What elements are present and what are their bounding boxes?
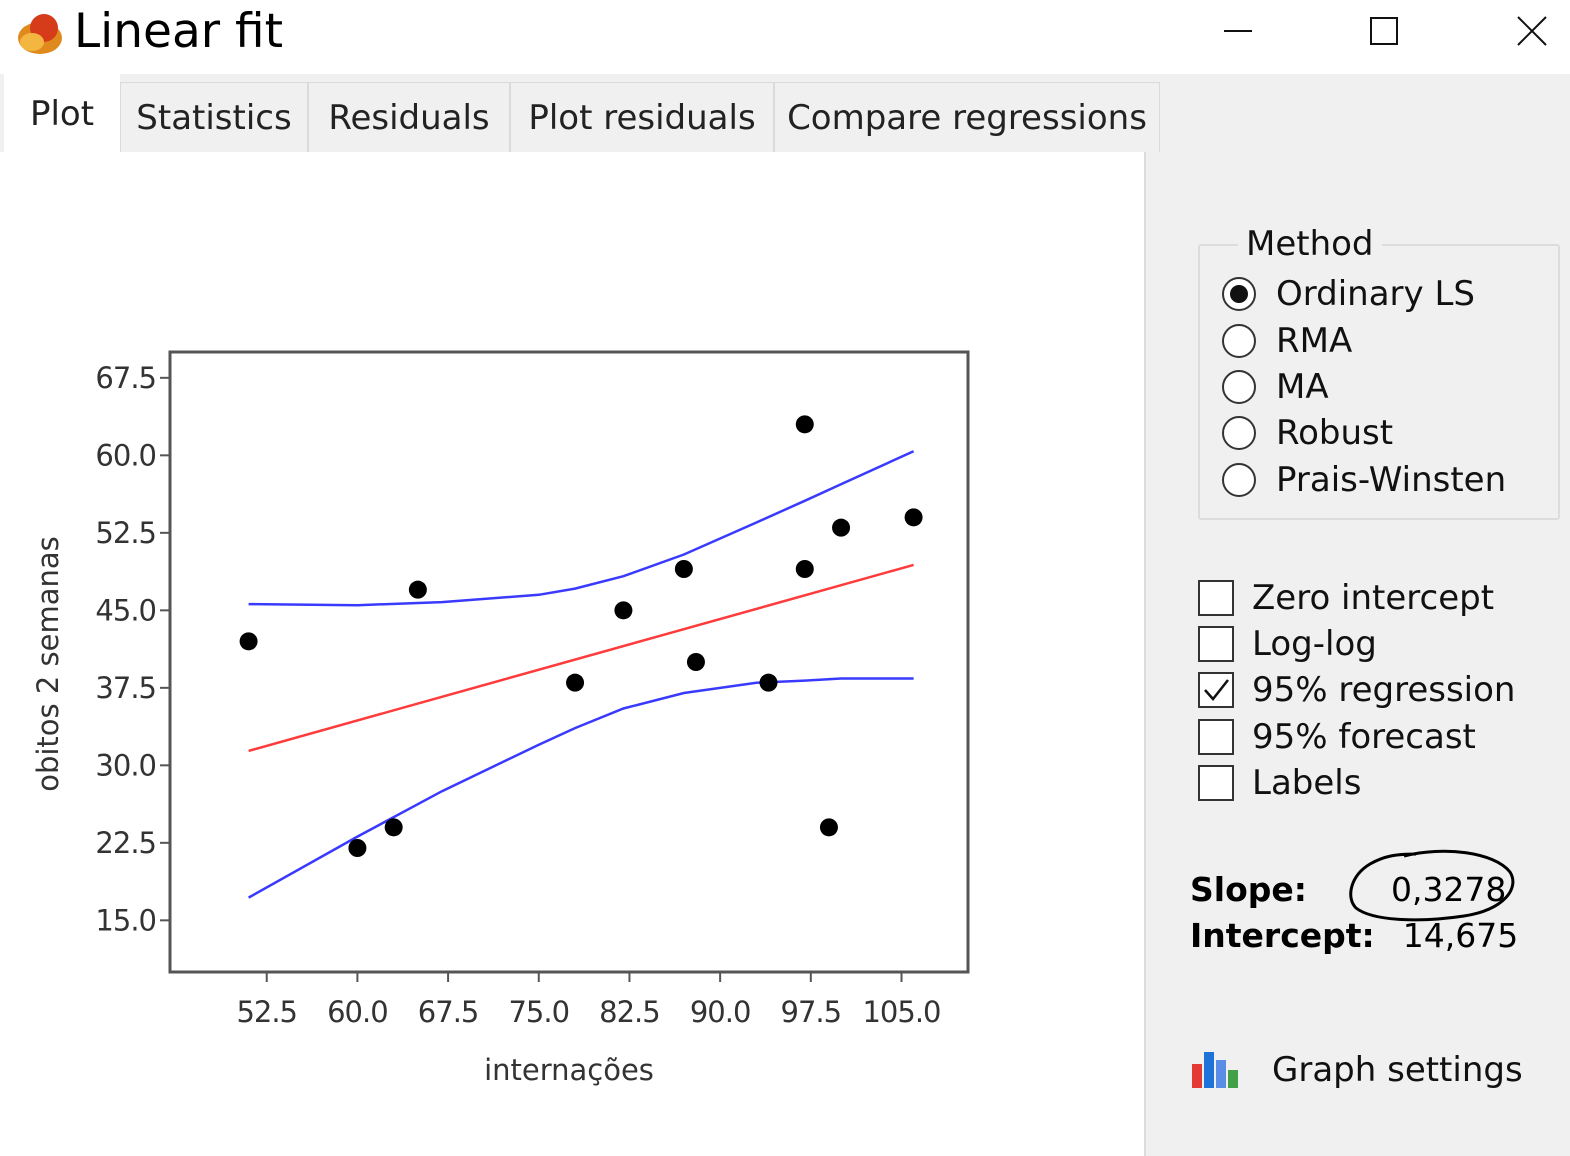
radio-label: Ordinary LS: [1276, 274, 1475, 314]
radio-rma[interactable]: RMA: [1222, 319, 1352, 363]
radio-robust[interactable]: Robust: [1222, 411, 1393, 455]
checkbox-box[interactable]: [1198, 719, 1234, 755]
radio-label: Prais-Winsten: [1276, 460, 1507, 500]
x-tick-label: 75.0: [508, 995, 569, 1029]
radio-label: MA: [1276, 367, 1329, 407]
data-point: [904, 508, 923, 527]
radio-button[interactable]: [1222, 370, 1256, 404]
radio-button[interactable]: [1222, 277, 1256, 311]
window-title: Linear fit: [74, 4, 284, 59]
radio-button[interactable]: [1222, 463, 1256, 497]
tab-residuals[interactable]: Residuals: [308, 82, 510, 152]
y-tick-label: 37.5: [95, 671, 156, 705]
slope-value: 0,3278: [1390, 870, 1507, 909]
checkbox-box[interactable]: [1198, 626, 1234, 662]
x-tick-label: 52.5: [236, 995, 297, 1029]
checkbox-zero-intercept[interactable]: Zero intercept: [1198, 576, 1494, 620]
y-axis-label: obitos 2 semanas: [31, 536, 65, 792]
data-point: [832, 518, 851, 537]
radio-ordinary-ls[interactable]: Ordinary LS: [1222, 272, 1475, 316]
tab-plot[interactable]: Plot: [4, 74, 120, 153]
close-button[interactable]: [1472, 0, 1570, 62]
intercept-value: 14,675: [1402, 916, 1519, 955]
app-logo-icon: [18, 14, 62, 54]
radio-button[interactable]: [1222, 324, 1256, 358]
maximize-button[interactable]: [1324, 0, 1444, 62]
x-tick-label: 97.5: [781, 995, 842, 1029]
checkbox-box[interactable]: [1198, 672, 1234, 708]
checkmark-icon: [1204, 679, 1229, 701]
y-tick-label: 60.0: [95, 438, 156, 472]
checkbox-log-log[interactable]: Log-log: [1198, 622, 1377, 666]
x-tick-label: 90.0: [690, 995, 751, 1029]
maximize-icon: [1370, 17, 1398, 45]
data-point: [239, 632, 258, 651]
checkbox-box[interactable]: [1198, 765, 1234, 801]
checkbox-95-forecast[interactable]: 95% forecast: [1198, 715, 1476, 759]
radio-ma[interactable]: MA: [1222, 365, 1329, 409]
checkbox-label: 95% regression: [1252, 670, 1516, 710]
tab-compare-regressions[interactable]: Compare regressions: [774, 82, 1160, 152]
minimize-button[interactable]: [1178, 0, 1298, 62]
graph-settings-button[interactable]: Graph settings: [1190, 1042, 1523, 1098]
lower-confidence-band: [247, 677, 914, 899]
data-point: [795, 415, 814, 434]
x-tick-label: 67.5: [418, 995, 479, 1029]
slope-row: Slope: 0,3278: [1190, 870, 1506, 909]
x-tick-label: 105.0: [862, 995, 940, 1029]
radio-label: Robust: [1276, 413, 1394, 453]
y-tick-label: 52.5: [95, 516, 156, 550]
y-tick-label: 45.0: [95, 593, 156, 627]
method-legend: Method: [1238, 224, 1382, 264]
x-axis-label: internações: [484, 1053, 654, 1087]
checkbox-label: Labels: [1252, 763, 1362, 803]
close-icon: [1517, 16, 1547, 46]
radio-prais-winsten[interactable]: Prais-Winsten: [1222, 458, 1506, 502]
data-point: [614, 601, 633, 620]
intercept-row: Intercept: 14,675: [1190, 916, 1518, 955]
hand-drawn-circle-annotation: [1349, 849, 1515, 922]
data-point: [759, 673, 778, 692]
data-point: [819, 818, 838, 837]
y-tick-label: 30.0: [95, 748, 156, 782]
tab-statistics[interactable]: Statistics: [120, 82, 308, 152]
data-point: [795, 560, 814, 578]
radio-label: RMA: [1276, 321, 1353, 361]
data-point: [674, 560, 693, 578]
regression-line: [248, 563, 914, 753]
x-tick-label: 60.0: [327, 995, 388, 1029]
data-point: [686, 653, 705, 671]
radio-button[interactable]: [1222, 416, 1256, 450]
checkbox-label: 95% forecast: [1252, 717, 1476, 757]
x-tick-label: 82.5: [599, 995, 660, 1029]
y-tick-label: 22.5: [95, 826, 156, 860]
checkbox-label: Zero intercept: [1252, 578, 1495, 618]
slope-label: Slope:: [1190, 870, 1307, 909]
data-point: [384, 818, 403, 837]
y-tick-label: 67.5: [95, 361, 156, 395]
checkbox-label: Log-log: [1252, 624, 1377, 664]
data-point: [348, 839, 367, 857]
y-tick-label: 15.0: [95, 903, 156, 937]
checkbox-labels[interactable]: Labels: [1198, 761, 1361, 805]
intercept-label: Intercept:: [1190, 916, 1375, 955]
tab-plot-residuals[interactable]: Plot residuals: [510, 82, 774, 152]
data-point: [566, 673, 585, 692]
upper-confidence-band: [248, 450, 915, 607]
graph-settings-label: Graph settings: [1272, 1050, 1523, 1090]
checkbox-box[interactable]: [1198, 580, 1234, 616]
options-panel: Method Ordinary LS RMA MA Robust Prais-W…: [1144, 152, 1570, 1156]
data-point: [408, 580, 427, 599]
scatter-chart: 52.5 60.0 67.5 75.0 82.5 90.0 97.5 105.0 15.0 22.…: [31, 350, 970, 1087]
checkbox-95-regression[interactable]: 95% regression: [1198, 668, 1515, 712]
title-bar: Linear fit: [0, 0, 1570, 74]
radio-selected-dot: [1230, 285, 1248, 303]
bar-chart-icon: [1192, 1052, 1238, 1088]
method-groupbox: Method Ordinary LS RMA MA Robust Prais-W…: [1198, 224, 1560, 520]
tab-strip: Plot Statistics Residuals Plot residuals…: [0, 74, 1570, 153]
minimize-icon: [1224, 30, 1252, 32]
